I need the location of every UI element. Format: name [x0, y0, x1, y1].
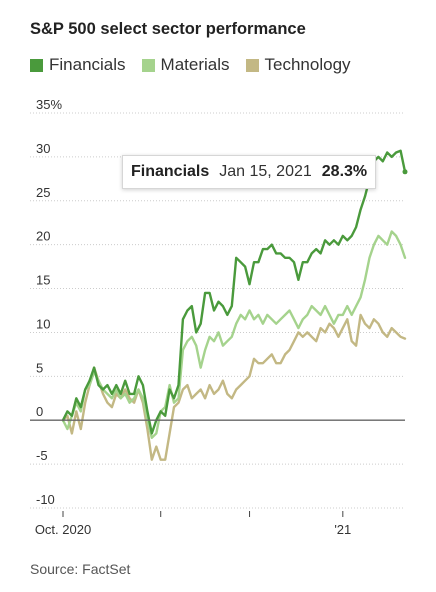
y-tick-label: 35% [36, 97, 62, 112]
x-tick-label: '21 [334, 522, 351, 537]
legend-swatch-materials [141, 58, 155, 72]
y-tick-label: 15 [36, 273, 50, 288]
y-tick-label: 10 [36, 316, 50, 331]
y-tick-label: 30 [36, 141, 50, 156]
legend: Financials Materials Technology [30, 55, 351, 75]
chart-title: S&P 500 select sector performance [30, 20, 306, 38]
y-tick-label: 25 [36, 185, 50, 200]
tooltip: Financials Jan 15, 2021 28.3% [122, 155, 377, 189]
tooltip-date: Jan 15, 2021 [219, 163, 312, 180]
source-note: Source: FactSet [30, 561, 131, 577]
legend-item-materials[interactable]: Materials [141, 55, 230, 75]
legend-label-technology: Technology [264, 55, 351, 74]
tooltip-series-name: Financials [131, 163, 210, 180]
series-line-financials [61, 149, 407, 435]
legend-swatch-technology [245, 58, 259, 72]
legend-label-materials: Materials [160, 55, 230, 74]
legend-item-financials[interactable]: Financials [30, 55, 126, 75]
legend-item-technology[interactable]: Technology [245, 55, 351, 75]
tooltip-value: 28.3% [321, 163, 368, 180]
y-tick-label: 5 [36, 360, 43, 375]
y-tick-label: -10 [36, 492, 55, 507]
y-tick-label: 20 [36, 229, 50, 244]
legend-label-financials: Financials [49, 55, 126, 74]
x-tick-label: Oct. 2020 [35, 522, 91, 537]
legend-swatch-financials [30, 58, 43, 72]
highlight-point [402, 169, 408, 175]
y-tick-label: 0 [36, 404, 43, 419]
y-tick-label: -5 [36, 448, 48, 463]
series-line-materials [61, 230, 407, 439]
